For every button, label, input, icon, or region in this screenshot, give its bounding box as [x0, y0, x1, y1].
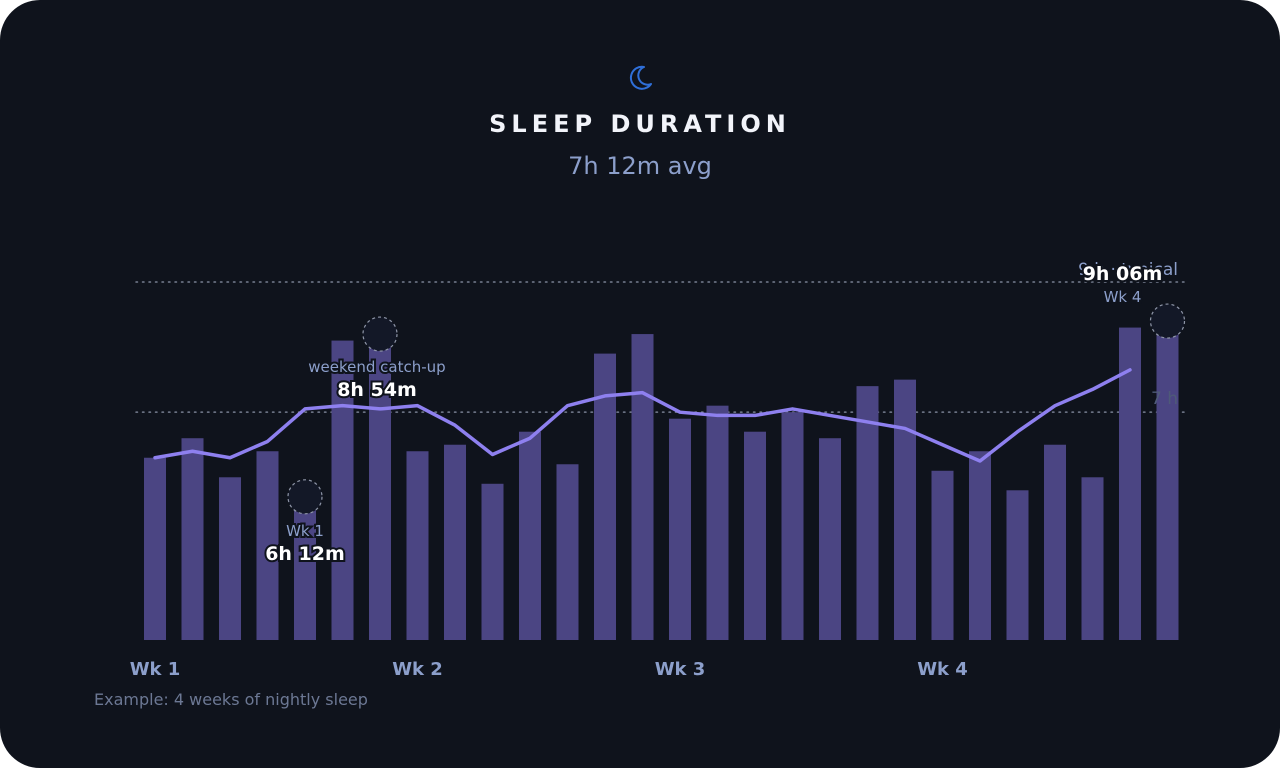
annotation-caption: weekend catch-up [308, 358, 445, 376]
annotation-marker [1149, 303, 1186, 339]
bar [444, 444, 466, 640]
bar [744, 431, 766, 640]
bar [781, 412, 804, 640]
bar [1006, 490, 1029, 640]
annotation-marker [362, 316, 398, 352]
bar [706, 405, 729, 640]
bar [144, 457, 166, 640]
chart-subtitle: 7h 12m avg [568, 152, 712, 180]
trend-line [153, 368, 1132, 463]
bar [481, 483, 504, 640]
moon-icon [629, 65, 652, 90]
bar [331, 340, 354, 640]
footnote: Example: 4 weeks of nightly sleep [94, 690, 368, 709]
bar [406, 451, 429, 640]
bar [631, 334, 654, 640]
chart-title: SLEEP DURATION [489, 110, 791, 138]
bar [931, 470, 954, 640]
bar [1044, 444, 1066, 640]
bar [1081, 477, 1104, 640]
bar [594, 353, 616, 640]
bar [894, 379, 916, 640]
bar [181, 438, 204, 640]
bar [519, 431, 541, 640]
annotation-value: 8h 54m [337, 379, 417, 401]
annotation-marker [287, 479, 323, 515]
bar [219, 477, 241, 640]
annotation-value: 9h 06m [1083, 263, 1163, 285]
bar [1119, 327, 1141, 640]
x-tick-label: Wk 1 [130, 659, 181, 680]
reference-label: 9 h · typical [1078, 260, 1178, 280]
annotation-caption: Wk 4 [1104, 288, 1142, 306]
bar [856, 386, 879, 640]
reference-label: 7 h [1151, 389, 1178, 409]
x-tick-label: Wk 4 [917, 659, 968, 680]
bar [369, 334, 391, 640]
bar [1156, 321, 1179, 640]
bar [256, 451, 279, 640]
bar [819, 438, 841, 640]
x-tick-label: Wk 2 [392, 659, 443, 680]
bar [294, 496, 316, 640]
bar [969, 451, 991, 640]
annotation-value: 6h 12m [265, 543, 345, 565]
x-tick-label: Wk 3 [655, 659, 706, 680]
bar [556, 464, 579, 640]
bar [669, 418, 691, 640]
annotation-caption: Wk 1 [286, 522, 324, 540]
